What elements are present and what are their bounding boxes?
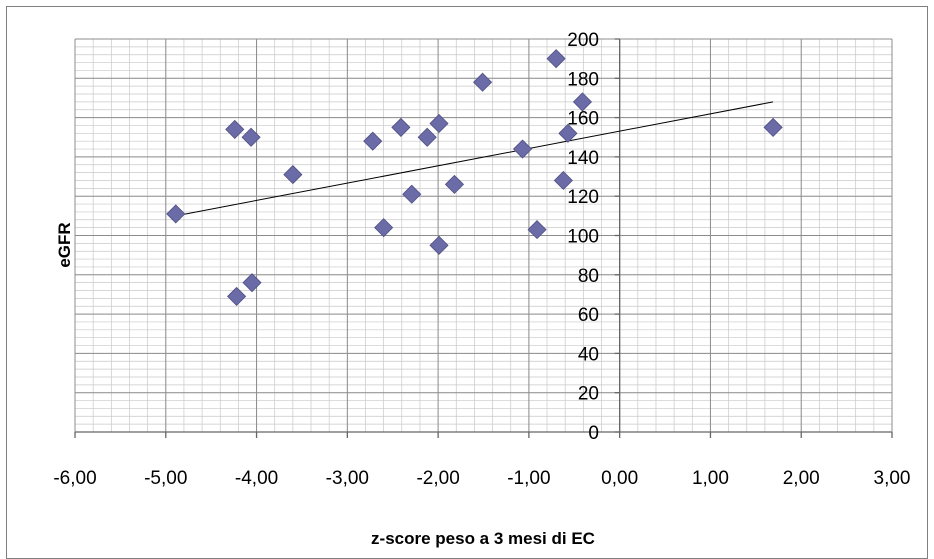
x-tick-label: 0,00 <box>601 468 638 489</box>
x-tick-label: 3,00 <box>874 468 911 489</box>
data-point <box>283 165 303 185</box>
trendline-group <box>175 101 774 217</box>
data-point <box>444 174 465 194</box>
axes <box>74 38 893 438</box>
y-tick-label: 180 <box>567 69 599 90</box>
data-point <box>546 49 566 69</box>
x-tick-label: -2,00 <box>416 468 459 489</box>
x-tick-label: -6,00 <box>53 468 96 489</box>
y-tick-label: 20 <box>578 384 599 405</box>
y-tick-label: 100 <box>567 227 599 248</box>
x-tick-label: -1,00 <box>507 468 550 489</box>
data-point <box>242 273 262 293</box>
data-point <box>225 119 245 139</box>
data-point <box>429 235 449 255</box>
y-tick-label: 200 <box>567 30 599 51</box>
x-axis-title: z-score peso a 3 mesi di EC <box>371 529 595 548</box>
data-point <box>402 184 422 204</box>
y-tick-label: 160 <box>567 109 599 130</box>
data-point <box>527 220 547 240</box>
data-point <box>553 170 573 191</box>
data-point <box>429 113 449 134</box>
data-point <box>558 123 578 143</box>
data-point <box>227 286 247 306</box>
data-point <box>166 204 186 224</box>
data-points <box>166 49 783 306</box>
y-tick-label: 0 <box>588 423 599 444</box>
x-tick-label: -5,00 <box>144 468 187 489</box>
x-tick-label: -3,00 <box>326 468 369 489</box>
data-point <box>391 117 411 137</box>
y-tick-label: 40 <box>578 344 599 365</box>
y-tick-label: 80 <box>578 266 599 287</box>
data-point <box>417 127 437 147</box>
data-point <box>374 218 394 238</box>
x-tick-label: -4,00 <box>235 468 278 489</box>
x-tick-label: 2,00 <box>783 468 820 489</box>
y-tick-label: 60 <box>578 305 599 326</box>
y-axis-title: eGFR <box>55 222 74 267</box>
data-point <box>572 92 593 112</box>
y-tick-label: 120 <box>567 187 599 208</box>
data-point <box>763 117 783 137</box>
major-gridlines <box>74 38 893 433</box>
data-point <box>473 72 493 92</box>
data-point <box>241 127 261 147</box>
data-point <box>512 139 533 159</box>
data-point <box>363 131 383 151</box>
trendline <box>175 101 774 217</box>
x-tick-label: 1,00 <box>692 468 729 489</box>
y-tick-label: 140 <box>567 148 599 169</box>
tick-labels: -6,00 -5,00 -4,00 -3,00 -2,00 -1,00 0,00 1,00 2,… <box>53 30 910 489</box>
